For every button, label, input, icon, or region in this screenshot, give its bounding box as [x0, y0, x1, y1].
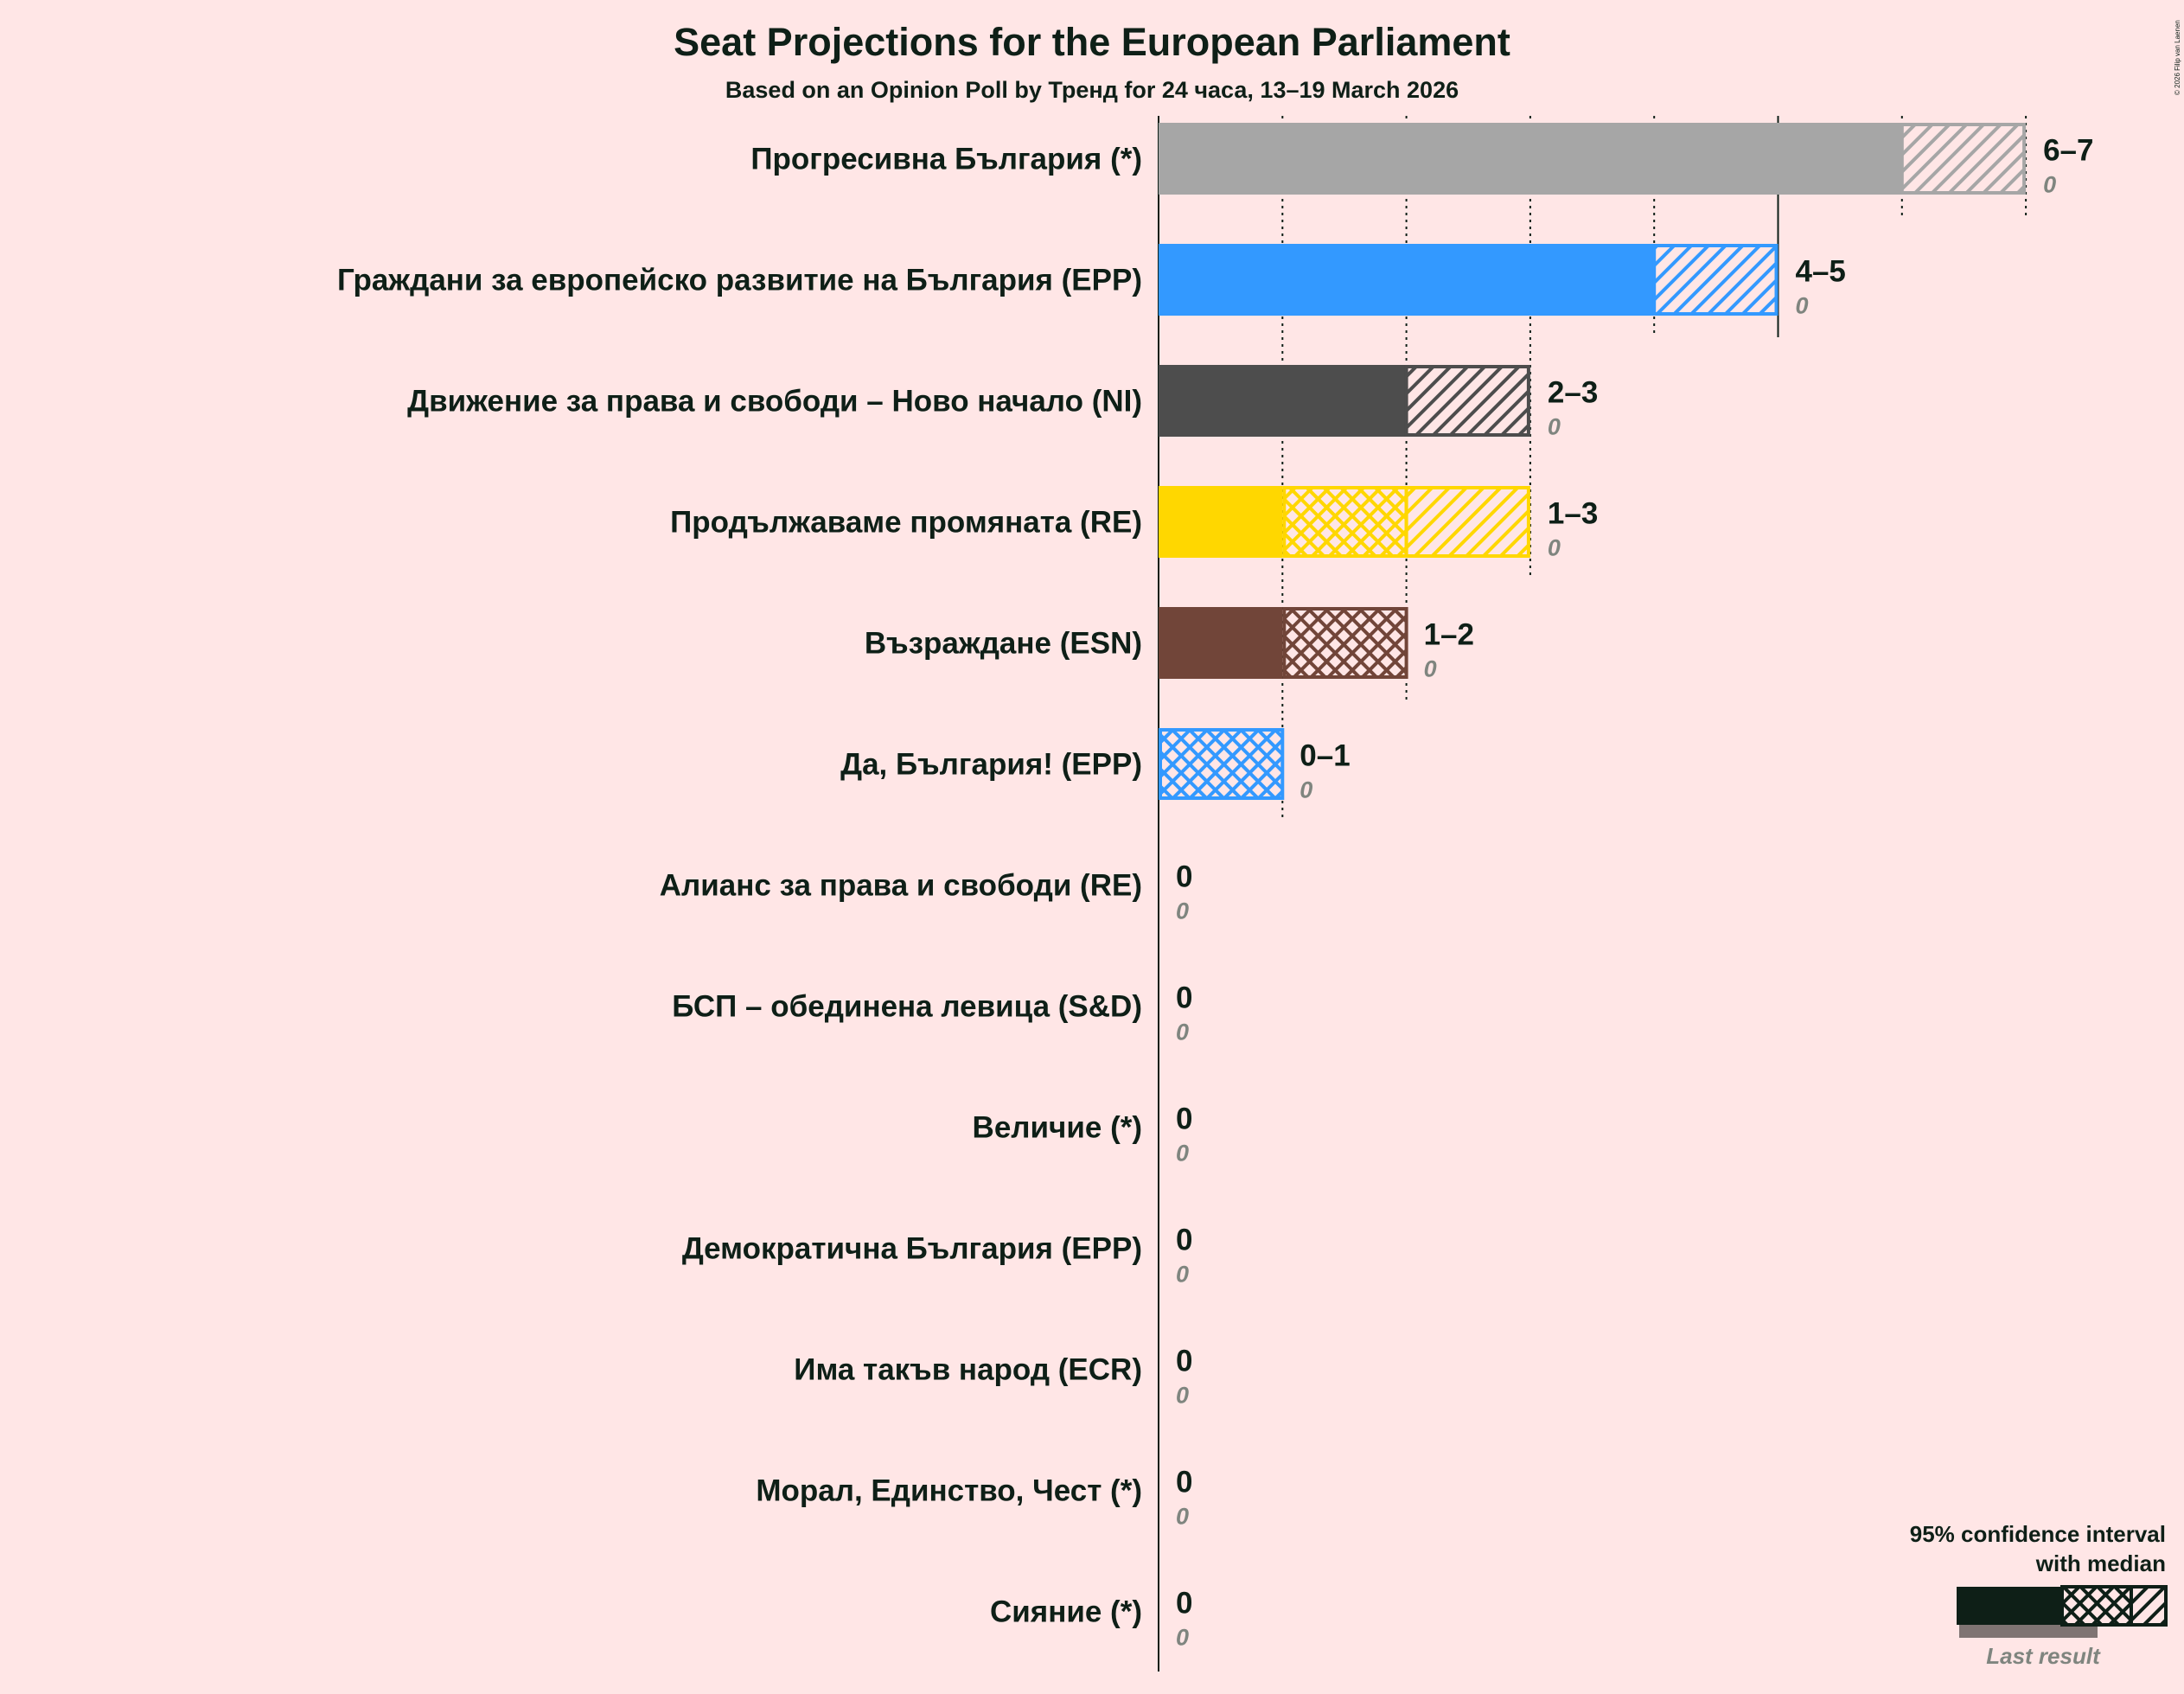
last-result-label: 0 — [1176, 898, 1189, 924]
party-row: Морал, Единство, Чест (*) 0 0 — [756, 1466, 1192, 1530]
party-label: Морал, Единство, Чест (*) — [756, 1474, 1142, 1508]
range-label: 0 — [1176, 1345, 1192, 1378]
range-label: 0–1 — [1300, 739, 1350, 773]
party-label: Възраждане (ESN) — [865, 627, 1142, 661]
party-label: Алианс за права и свободи (RE) — [660, 869, 1142, 903]
last-result-label: 0 — [1176, 1141, 1189, 1167]
party-label: Движение за права и свободи – Ново начал… — [407, 385, 1142, 419]
last-result-label: 0 — [1796, 293, 1809, 319]
bar-hatch — [1652, 244, 1778, 316]
party-label: Има такъв народ (ECR) — [794, 1353, 1142, 1387]
copyright: © 2026 Filip van Laenen — [2174, 20, 2181, 95]
range-label: 4–5 — [1796, 255, 1846, 289]
range-label: 1–3 — [1548, 497, 1598, 531]
bar-solid — [1159, 486, 1283, 558]
range-label: 2–3 — [1548, 376, 1598, 410]
range-label: 6–7 — [2043, 134, 2093, 168]
bar-crosshatch — [1282, 607, 1408, 679]
last-result-label: 0 — [1176, 1020, 1189, 1045]
range-label: 1–2 — [1424, 618, 1474, 652]
bar-crosshatch — [1159, 728, 1285, 800]
range-label: 0 — [1176, 1224, 1192, 1257]
legend-solid-segment — [1957, 1587, 2062, 1625]
legend-title-line2: with median — [2035, 1550, 2166, 1576]
party-row: Продължаваме промяната (RE) 1–3 0 — [670, 486, 1598, 561]
last-result-label: 0 — [1176, 1625, 1189, 1651]
bar-hatch — [1900, 123, 2027, 195]
bar-hatch — [1404, 486, 1530, 558]
last-result-label: 0 — [1548, 535, 1561, 561]
bar-solid — [1159, 607, 1283, 679]
legend: 95% confidence interval with median Last… — [1910, 1521, 2168, 1669]
party-label: БСП – обединена левица (S&D) — [672, 990, 1142, 1024]
party-row: Сияние (*) 0 0 — [990, 1587, 1192, 1651]
last-result-label: 0 — [1176, 1262, 1189, 1288]
range-label: 0 — [1176, 1103, 1192, 1136]
legend-title-line1: 95% confidence interval — [1910, 1521, 2166, 1547]
party-label: Продължаваме промяната (RE) — [670, 506, 1142, 540]
last-result-label: 0 — [1176, 1383, 1189, 1409]
party-row: Величие (*) 0 0 — [973, 1103, 1193, 1167]
party-label: Граждани за европейско развитие на Бълга… — [337, 264, 1142, 297]
legend-hatch-segment — [2130, 1585, 2168, 1627]
chart-subtitle: Based on an Opinion Poll by Тренд for 24… — [725, 77, 1459, 103]
bar-crosshatch — [1282, 486, 1408, 558]
last-result-label: 0 — [1424, 656, 1437, 682]
bar-solid — [1159, 365, 1407, 437]
party-row: Граждани за европейско развитие на Бълга… — [337, 244, 1846, 319]
last-result-label: 0 — [2043, 172, 2056, 198]
party-row: Движение за права и свободи – Ново начал… — [407, 365, 1598, 440]
last-result-label: 0 — [1300, 777, 1312, 803]
legend-crosshatch-segment — [2060, 1585, 2133, 1627]
party-label: Сияние (*) — [990, 1595, 1142, 1629]
party-label: Демократична България (EPP) — [682, 1232, 1142, 1266]
party-row: Възраждане (ESN) 1–2 0 — [865, 607, 1474, 682]
range-label: 0 — [1176, 1466, 1192, 1499]
party-label: Величие (*) — [973, 1111, 1142, 1145]
party-row: Демократична България (EPP) 0 0 — [682, 1224, 1193, 1288]
party-row: Има такъв народ (ECR) 0 0 — [794, 1345, 1192, 1409]
party-label: Да, България! (EPP) — [840, 748, 1142, 782]
party-row: БСП – обединена левица (S&D) 0 0 — [672, 981, 1192, 1045]
chart-title: Seat Projections for the European Parlia… — [674, 20, 1510, 64]
legend-last-result-label: Last result — [1986, 1643, 2101, 1669]
bar-solid — [1159, 123, 1902, 195]
party-row: Алианс за права и свободи (RE) 0 0 — [660, 860, 1193, 924]
bar-hatch — [1404, 365, 1530, 437]
range-label: 0 — [1176, 981, 1192, 1015]
bar-solid — [1159, 244, 1655, 316]
party-row: Да, България! (EPP) 0–1 0 — [840, 728, 1351, 803]
last-result-label: 0 — [1176, 1504, 1189, 1530]
party-rows: Прогресивна България (*) 6–7 0 Граждани за … — [337, 123, 2094, 1651]
last-result-label: 0 — [1548, 414, 1561, 440]
party-label: Прогресивна България (*) — [750, 143, 1142, 176]
range-label: 0 — [1176, 860, 1192, 894]
range-label: 0 — [1176, 1587, 1192, 1620]
party-row: Прогресивна България (*) 6–7 0 — [750, 123, 2094, 198]
